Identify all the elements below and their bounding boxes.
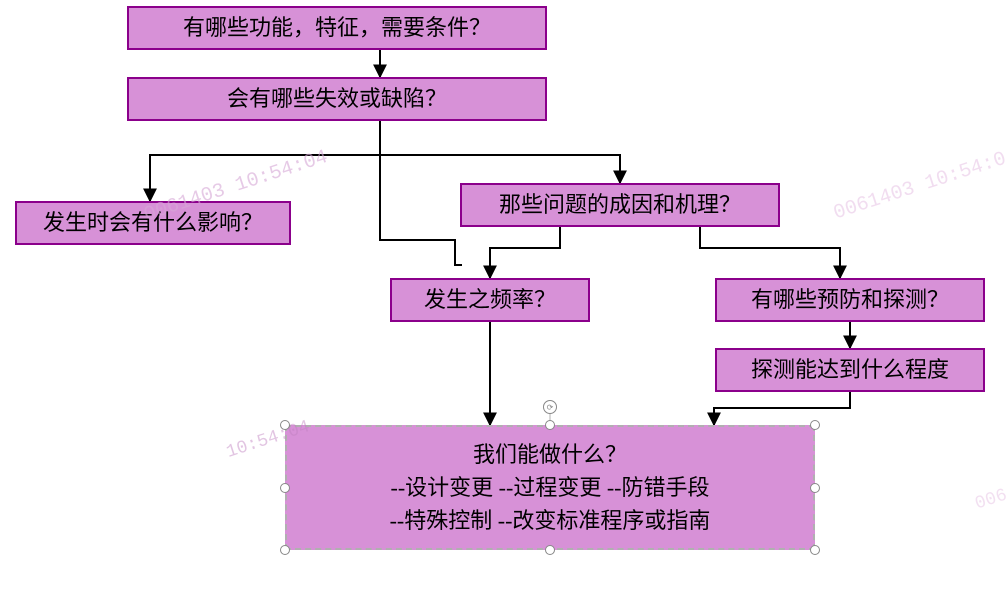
node-actions-selected[interactable]: 我们能做什么？ --设计变更 --过程变更 --防错手段 --特殊控制 --改变… [285,425,815,550]
node-label: 那些问题的成因和机理？ [499,190,741,221]
final-line: --特殊控制 --改变标准程序或指南 [390,504,711,537]
selection-handle[interactable] [810,420,820,430]
node-label: 有哪些预防和探测？ [751,285,949,316]
selection-handle[interactable] [280,545,290,555]
selection-handle[interactable] [810,545,820,555]
flow-edge [380,183,462,265]
node-label: 发生时会有什么影响？ [43,208,263,239]
node-causes: 那些问题的成因和机理？ [460,183,780,227]
node-label: 有哪些功能，特征，需要条件？ [183,13,491,44]
node-functions: 有哪些功能，特征，需要条件？ [127,6,547,50]
node-label: 发生之频率？ [424,285,556,316]
selection-handle[interactable] [280,483,290,493]
selection-handle[interactable] [545,545,555,555]
watermark-text: 006 [973,485,1006,514]
final-line: 我们能做什么？ [473,438,627,471]
node-prevention: 有哪些预防和探测？ [715,278,985,322]
watermark-text: 0061403 10:54:0 [831,148,1006,226]
node-effects: 发生时会有什么影响？ [15,201,291,245]
node-label: 探测能达到什么程度 [751,355,949,386]
flow-edge [380,155,620,183]
selection-handle[interactable] [545,420,555,430]
rotation-handle-icon[interactable]: ⟳ [543,400,557,414]
node-label: 会有哪些失效或缺陷？ [227,84,447,115]
final-line: --设计变更 --过程变更 --防错手段 [391,471,710,504]
flow-edge [714,392,850,425]
node-failures: 会有哪些失效或缺陷？ [127,77,547,121]
selection-handle[interactable] [810,483,820,493]
node-frequency: 发生之频率？ [390,278,590,322]
flow-edge [700,227,840,278]
flow-edge [150,155,380,201]
flow-edge [490,227,560,278]
node-detection-level: 探测能达到什么程度 [715,348,985,392]
selection-handle[interactable] [280,420,290,430]
